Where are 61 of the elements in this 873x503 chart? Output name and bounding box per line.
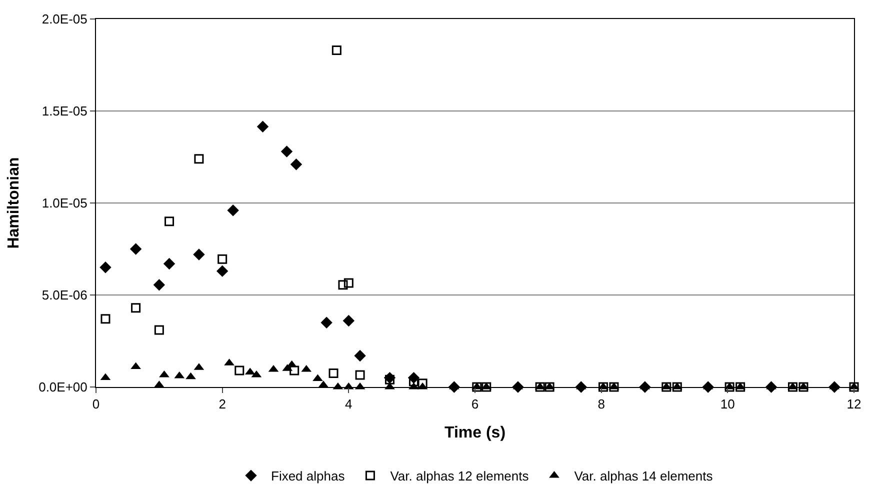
- point: [130, 243, 142, 255]
- point: [153, 279, 166, 291]
- point: [163, 258, 176, 270]
- point: [609, 382, 619, 392]
- point: [234, 366, 244, 376]
- point: [332, 46, 342, 56]
- point: [598, 382, 608, 392]
- y-tick-label: 1.5E-05: [42, 104, 88, 119]
- point: [418, 378, 428, 388]
- point: [218, 254, 228, 264]
- point: [544, 382, 554, 392]
- point: [290, 366, 300, 376]
- point: [328, 368, 338, 378]
- point: [280, 146, 293, 158]
- legend-label: Fixed alphas: [271, 468, 346, 484]
- x-axis-title: Time (s): [444, 424, 506, 442]
- point: [354, 350, 366, 362]
- x-tick-label: 4: [345, 396, 352, 412]
- point: [344, 278, 354, 288]
- point: [193, 248, 205, 260]
- point: [342, 314, 355, 327]
- point: [672, 382, 682, 392]
- point: [384, 374, 394, 384]
- x-tick-label: 10: [720, 396, 735, 412]
- point: [535, 382, 545, 392]
- point: [662, 382, 672, 392]
- y-tick-label: 2.0E-05: [42, 12, 88, 27]
- y-tick-label: 5.0E-06: [42, 288, 88, 303]
- point: [227, 204, 239, 216]
- point: [100, 262, 112, 274]
- y-axis-title: Hamiltonian: [6, 157, 23, 249]
- point: [216, 265, 228, 277]
- point: [798, 382, 808, 392]
- x-tick-label: 6: [471, 396, 479, 412]
- point: [482, 382, 492, 392]
- point: [338, 280, 348, 290]
- point: [736, 382, 746, 392]
- point: [472, 382, 482, 392]
- legend-label: Var. alphas 12 elements: [390, 468, 530, 484]
- point: [320, 316, 332, 328]
- point: [788, 382, 798, 392]
- point: [186, 372, 196, 380]
- point: [130, 362, 141, 370]
- y-tick-label: 1.0E-05: [42, 196, 88, 211]
- legend-label: Var. alphas 14 elements: [574, 468, 714, 484]
- point: [408, 376, 418, 386]
- x-tick-label: 0: [92, 396, 100, 412]
- x-tick-label: 12: [846, 396, 862, 412]
- point: [164, 216, 174, 226]
- x-tick-label: 8: [598, 396, 605, 412]
- point: [724, 382, 734, 392]
- point: [131, 303, 141, 313]
- point: [355, 370, 365, 380]
- point: [194, 154, 204, 164]
- x-tick-label: 2: [218, 396, 226, 412]
- y-tick-label: 0.0E+00: [38, 380, 88, 395]
- point: [154, 325, 164, 335]
- point: [849, 382, 859, 392]
- point: [256, 120, 269, 132]
- point: [290, 158, 302, 170]
- point: [100, 314, 110, 324]
